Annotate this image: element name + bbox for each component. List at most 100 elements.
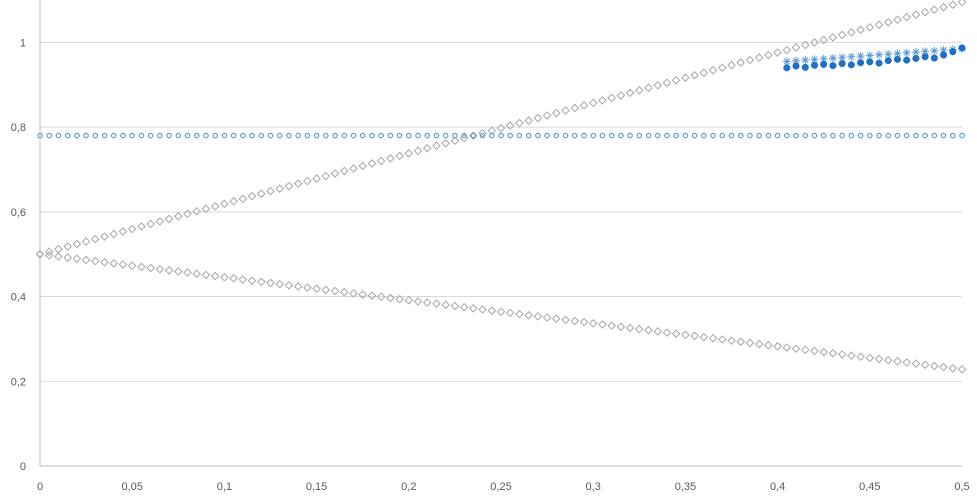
data-point: [72, 254, 82, 264]
data-point: [54, 244, 63, 254]
y-tick-label: 0,4: [11, 292, 26, 304]
data-point: [44, 247, 54, 256]
data-point: [83, 132, 89, 139]
data-point: [957, 0, 967, 7]
data-point: [590, 132, 597, 139]
data-point: [387, 132, 394, 139]
data-point: [64, 132, 71, 139]
data-point: [865, 51, 874, 60]
data-point: [192, 207, 202, 216]
data-point: [367, 159, 377, 168]
data-point: [839, 132, 845, 139]
data-point: [801, 63, 809, 71]
data-point: [498, 132, 504, 139]
data-point: [948, 0, 958, 9]
data-point: [671, 329, 681, 338]
data-point: [256, 277, 266, 287]
data-point: [570, 316, 580, 326]
data-point: [903, 132, 910, 139]
data-point: [129, 132, 136, 139]
data-point: [902, 358, 911, 367]
data-point: [210, 201, 220, 211]
data-point: [930, 5, 939, 14]
data-point: [783, 64, 791, 72]
data-point: [404, 295, 414, 305]
data-point: [321, 171, 331, 181]
data-point: [810, 61, 819, 69]
data-point: [267, 132, 274, 139]
series-1: [35, 0, 967, 259]
series-4: [782, 44, 966, 66]
data-point: [91, 256, 100, 266]
data-point: [396, 132, 403, 139]
data-point: [201, 270, 211, 280]
data-point: [339, 287, 349, 297]
data-point: [636, 132, 643, 139]
data-point: [120, 132, 126, 139]
y-tick-label: 0: [20, 461, 26, 473]
data-point: [847, 61, 855, 69]
y-tick-labels: 0 0,2 0,4 0,6 0,8 1: [11, 37, 26, 473]
data-point: [404, 149, 414, 158]
data-point: [109, 229, 119, 239]
data-point: [295, 132, 301, 139]
data-point: [618, 132, 624, 139]
data-point: [553, 132, 560, 139]
data-point: [229, 196, 238, 206]
data-point: [349, 289, 358, 298]
data-point: [164, 214, 174, 224]
data-point: [690, 331, 699, 341]
y-tick-label: 1: [20, 37, 26, 49]
data-point: [561, 106, 570, 115]
data-point: [791, 43, 801, 52]
data-point: [598, 96, 607, 105]
data-point: [266, 278, 275, 288]
data-point: [488, 132, 495, 139]
data-point: [736, 58, 746, 67]
data-point: [830, 132, 836, 139]
data-point: [286, 132, 292, 139]
x-tick-label: 0,15: [306, 481, 327, 493]
data-point: [330, 169, 340, 178]
data-point: [664, 132, 670, 139]
data-point: [91, 234, 100, 244]
data-point: [275, 279, 285, 289]
data-point: [727, 336, 736, 345]
gridlines: [40, 41, 962, 382]
data-point: [552, 108, 561, 118]
data-point: [147, 132, 154, 139]
data-point: [847, 52, 856, 61]
data-point: [192, 269, 202, 279]
data-point: [662, 328, 672, 337]
data-point: [708, 333, 718, 343]
data-point: [127, 224, 137, 234]
data-point: [284, 280, 294, 290]
data-point: [230, 132, 237, 139]
data-point: [46, 132, 53, 139]
data-point: [193, 132, 200, 139]
data-point: [276, 132, 283, 139]
data-point: [173, 212, 183, 221]
data-point: [607, 93, 616, 103]
data-point: [367, 291, 377, 300]
data-point: [727, 60, 736, 70]
data-point: [634, 324, 644, 334]
x-tick-label: 0,45: [859, 481, 880, 493]
data-point: [552, 314, 561, 324]
data-point: [800, 345, 810, 355]
data-point: [166, 132, 172, 139]
data-point: [524, 310, 533, 320]
y-tick-label: 0,6: [11, 207, 26, 219]
data-point: [911, 10, 921, 20]
data-point: [754, 339, 764, 349]
data-point: [949, 132, 956, 139]
data-point: [542, 111, 552, 120]
data-point: [940, 51, 948, 59]
data-point: [339, 166, 349, 176]
data-point: [452, 132, 458, 139]
data-point: [405, 132, 412, 139]
data-point: [920, 360, 930, 370]
data-point: [376, 292, 386, 302]
data-point: [876, 132, 882, 139]
data-point: [323, 132, 329, 139]
